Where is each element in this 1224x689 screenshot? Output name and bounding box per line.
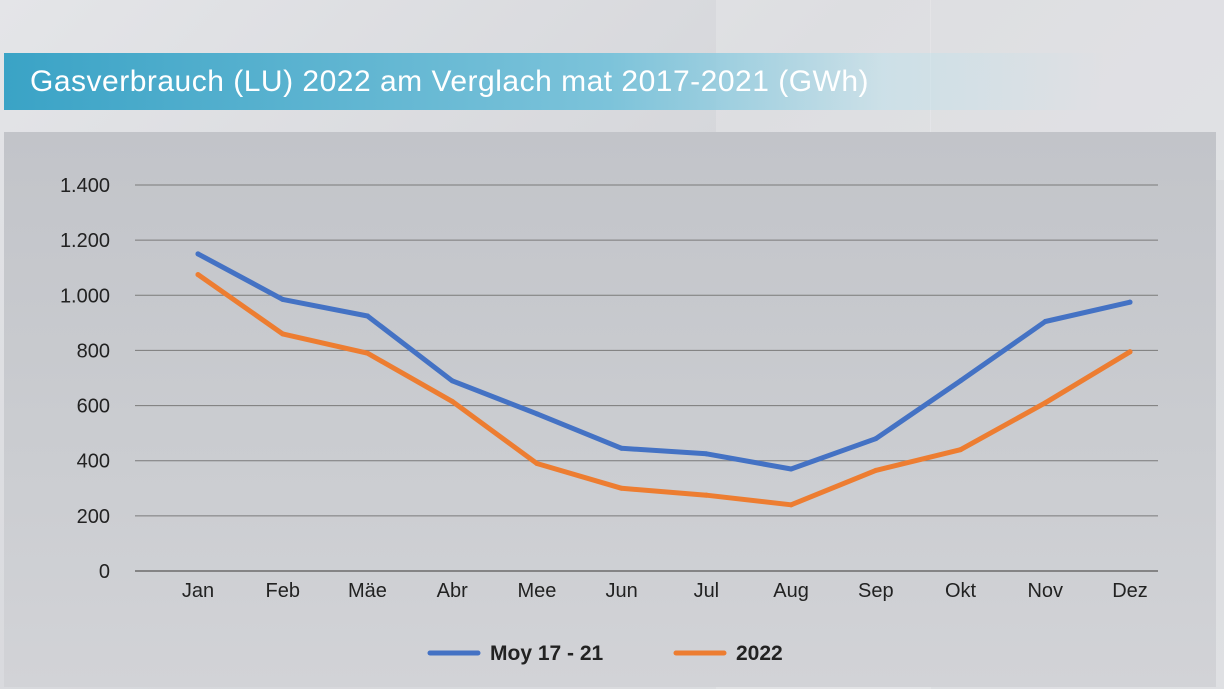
data-point	[534, 411, 540, 417]
x-tick-label: Abr	[437, 580, 468, 602]
y-tick-label: 400	[77, 451, 110, 473]
legend-label: Moy 17 - 21	[490, 642, 604, 665]
data-point	[619, 485, 625, 491]
y-tick-label: 600	[77, 396, 110, 418]
data-point	[280, 331, 286, 337]
x-tick-label: Jun	[606, 580, 638, 602]
x-tick-label: Mee	[517, 580, 556, 602]
data-point	[280, 296, 286, 302]
data-point	[703, 492, 709, 498]
data-point	[364, 350, 370, 356]
y-tick-label: 800	[77, 340, 110, 362]
y-tick-label: 0	[99, 561, 110, 583]
chart-title: Gasverbrauch (LU) 2022 am Verglach mat 2…	[30, 65, 870, 98]
x-tick-label: Nov	[1027, 580, 1063, 602]
data-point	[1127, 349, 1133, 355]
x-tick-label: Jan	[182, 580, 214, 602]
data-point	[788, 466, 794, 472]
gridlines	[135, 184, 1158, 572]
data-point	[1042, 400, 1048, 406]
y-tick-label: 1.200	[60, 230, 110, 252]
data-point	[1042, 318, 1048, 324]
x-tick-label: Okt	[945, 580, 977, 602]
series-lines	[195, 251, 1133, 508]
series-line	[195, 251, 1133, 472]
y-tick-label: 1.000	[60, 285, 110, 307]
y-tick-label: 1.400	[60, 175, 110, 197]
data-point	[958, 378, 964, 384]
data-point	[364, 313, 370, 319]
data-point	[1127, 299, 1133, 305]
data-point	[449, 398, 455, 404]
x-axis-ticks: Jan Feb Mäe Abr Mee Jun Jul Aug Sep Okt Nov Dez	[182, 580, 1148, 602]
legend: Moy 17 - 21 2022	[427, 642, 783, 665]
x-tick-label: Jul	[694, 580, 720, 602]
x-tick-label: Sep	[858, 580, 894, 602]
y-axis-ticks: 0 200 400 600 800 1.000 1.200 1.400	[60, 175, 110, 583]
data-point	[449, 378, 455, 384]
plot-panel	[4, 132, 1216, 687]
data-point	[958, 447, 964, 453]
x-tick-label: Aug	[773, 580, 809, 602]
data-point	[534, 460, 540, 466]
y-tick-label: 200	[77, 506, 110, 528]
data-point	[873, 436, 879, 442]
x-tick-label: Dez	[1112, 580, 1148, 602]
data-point	[703, 451, 709, 457]
data-point	[195, 251, 201, 257]
x-tick-label: Feb	[265, 580, 299, 602]
data-point	[195, 272, 201, 278]
title-bar	[4, 53, 1104, 110]
legend-label: 2022	[736, 642, 783, 665]
series-line	[195, 272, 1133, 508]
data-point	[619, 445, 625, 451]
data-point	[873, 467, 879, 473]
x-tick-label: Mäe	[348, 580, 387, 602]
data-point	[788, 502, 794, 508]
